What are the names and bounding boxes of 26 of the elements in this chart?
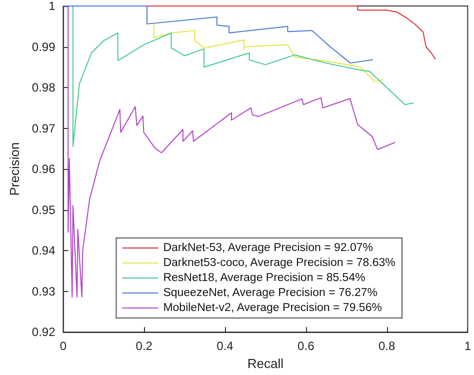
line-series — [68, 6, 396, 298]
legend-label: ResNet18, Average Precision = 85.54% — [163, 272, 366, 284]
y-tick-label: 1 — [48, 0, 56, 13]
legend-label: Darknet53-coco, Average Precision = 78.63% — [163, 257, 396, 269]
legend-label: SqueezeNet, Average Precision = 76.27% — [163, 287, 378, 299]
y-tick-label: 0.99 — [32, 40, 56, 54]
x-tick-label: 0.4 — [216, 339, 234, 354]
y-tick-label: 0.93 — [32, 284, 56, 298]
y-tick-label: 0.92 — [32, 325, 56, 340]
line-series — [72, 6, 414, 148]
legend-label: MobileNet-v2, Average Precision = 79.56% — [163, 302, 382, 314]
x-tick-label: 0.2 — [136, 339, 153, 354]
x-tick-label: 0.6 — [298, 339, 315, 354]
y-tick-label: 0.97 — [32, 121, 56, 136]
x-tick-label: 0 — [60, 339, 67, 354]
x-tick-label: 1 — [464, 339, 472, 354]
y-tick-label: 0.96 — [32, 162, 56, 176]
x-axis-title: Recall — [247, 356, 284, 371]
x-tick-label: 0.8 — [378, 339, 396, 354]
y-tick-label: 0.95 — [32, 202, 56, 217]
line-series — [62, 6, 374, 64]
y-tick-label: 0.98 — [32, 80, 56, 95]
y-axis-title: Precision — [7, 142, 22, 196]
y-tick-label: 0.94 — [32, 244, 56, 258]
line-series — [153, 23, 384, 82]
legend-label: DarkNet-53, Average Precision = 92.07% — [163, 242, 373, 254]
